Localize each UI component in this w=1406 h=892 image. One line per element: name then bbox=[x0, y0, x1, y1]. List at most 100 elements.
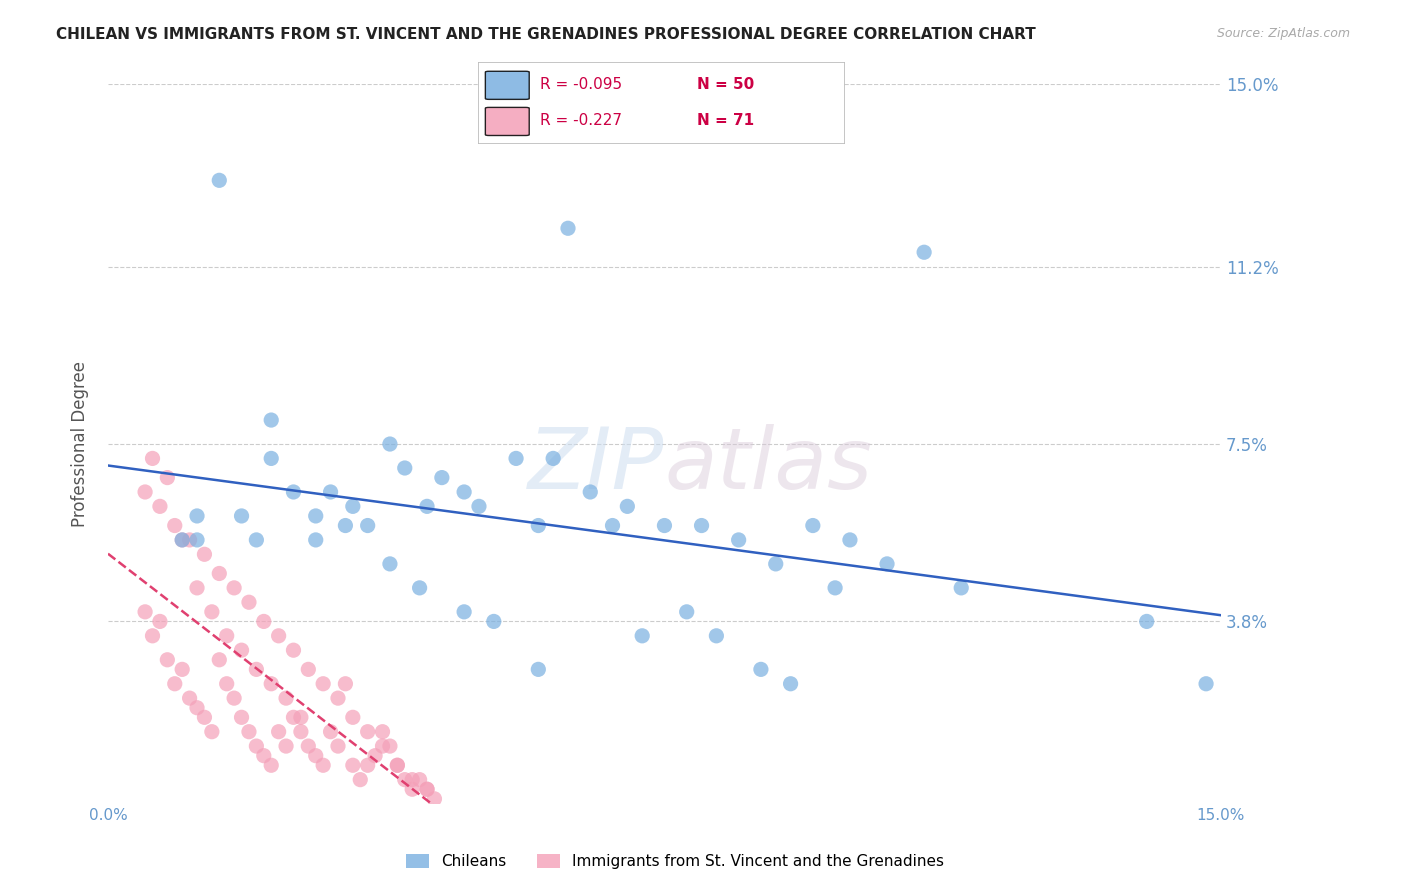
Point bbox=[260, 413, 283, 427]
Point bbox=[208, 173, 231, 187]
Point bbox=[305, 748, 328, 763]
Point bbox=[364, 748, 387, 763]
Text: R = -0.227: R = -0.227 bbox=[540, 112, 623, 128]
Point bbox=[260, 451, 283, 466]
Point bbox=[163, 518, 186, 533]
Point bbox=[172, 533, 194, 547]
Point bbox=[156, 470, 179, 484]
Point bbox=[274, 691, 297, 706]
Point bbox=[201, 724, 224, 739]
Point bbox=[179, 533, 201, 547]
Point bbox=[267, 629, 290, 643]
Point bbox=[416, 782, 439, 797]
Point bbox=[378, 739, 401, 753]
Point bbox=[231, 508, 253, 523]
Point bbox=[186, 533, 208, 547]
Point bbox=[172, 662, 194, 676]
Point bbox=[371, 739, 394, 753]
Legend: Chileans, Immigrants from St. Vincent and the Grenadines: Chileans, Immigrants from St. Vincent an… bbox=[399, 848, 950, 875]
Point bbox=[186, 581, 208, 595]
Point bbox=[779, 677, 801, 691]
Point bbox=[675, 605, 697, 619]
Point bbox=[179, 691, 201, 706]
Point bbox=[238, 595, 260, 609]
Point bbox=[149, 500, 172, 514]
Point bbox=[274, 739, 297, 753]
Point bbox=[215, 629, 238, 643]
FancyBboxPatch shape bbox=[485, 107, 529, 136]
Point bbox=[579, 485, 602, 500]
Point bbox=[342, 500, 364, 514]
Point bbox=[401, 772, 423, 787]
Point bbox=[201, 605, 224, 619]
Point bbox=[505, 451, 527, 466]
Point bbox=[208, 566, 231, 581]
Point bbox=[245, 739, 267, 753]
Point bbox=[283, 485, 305, 500]
Point bbox=[453, 485, 475, 500]
Point bbox=[357, 518, 380, 533]
Point bbox=[824, 581, 846, 595]
Point bbox=[238, 724, 260, 739]
Point bbox=[423, 792, 446, 806]
Point bbox=[527, 518, 550, 533]
Point bbox=[326, 739, 349, 753]
Point bbox=[342, 758, 364, 772]
Point bbox=[283, 710, 305, 724]
Point bbox=[690, 518, 713, 533]
Point bbox=[224, 581, 246, 595]
Text: ZIP: ZIP bbox=[529, 424, 665, 508]
Point bbox=[297, 662, 319, 676]
Point bbox=[357, 758, 380, 772]
Point bbox=[305, 533, 328, 547]
Point bbox=[245, 533, 267, 547]
Point bbox=[312, 677, 335, 691]
Point bbox=[749, 662, 772, 676]
Point bbox=[394, 461, 416, 475]
Point bbox=[468, 500, 491, 514]
Point bbox=[453, 605, 475, 619]
Point bbox=[260, 677, 283, 691]
Point bbox=[283, 643, 305, 657]
Point bbox=[186, 700, 208, 714]
Point bbox=[654, 518, 676, 533]
Point bbox=[401, 782, 423, 797]
Point bbox=[245, 662, 267, 676]
Point bbox=[231, 710, 253, 724]
Point bbox=[706, 629, 728, 643]
Point bbox=[297, 739, 319, 753]
Point bbox=[149, 615, 172, 629]
FancyBboxPatch shape bbox=[485, 71, 529, 99]
Point bbox=[290, 724, 312, 739]
Point bbox=[349, 772, 371, 787]
Point bbox=[602, 518, 624, 533]
Point bbox=[727, 533, 749, 547]
Point bbox=[408, 581, 430, 595]
Point bbox=[527, 662, 550, 676]
Point bbox=[163, 677, 186, 691]
Point bbox=[335, 677, 357, 691]
Text: N = 50: N = 50 bbox=[697, 78, 755, 93]
Text: N = 71: N = 71 bbox=[697, 112, 755, 128]
Point bbox=[408, 772, 430, 787]
Point bbox=[378, 437, 401, 451]
Point bbox=[319, 724, 342, 739]
Point bbox=[1195, 677, 1218, 691]
Point bbox=[394, 772, 416, 787]
Point bbox=[193, 710, 215, 724]
Point bbox=[186, 508, 208, 523]
Point bbox=[156, 653, 179, 667]
Point bbox=[319, 485, 342, 500]
Point bbox=[141, 629, 163, 643]
Point bbox=[312, 758, 335, 772]
Point bbox=[378, 557, 401, 571]
Point bbox=[839, 533, 862, 547]
Point bbox=[326, 691, 349, 706]
Text: CHILEAN VS IMMIGRANTS FROM ST. VINCENT AND THE GRENADINES PROFESSIONAL DEGREE CO: CHILEAN VS IMMIGRANTS FROM ST. VINCENT A… bbox=[56, 27, 1036, 42]
Point bbox=[631, 629, 654, 643]
Point bbox=[557, 221, 579, 235]
Point bbox=[387, 758, 409, 772]
Point bbox=[342, 710, 364, 724]
Point bbox=[801, 518, 824, 533]
Text: atlas: atlas bbox=[665, 424, 873, 508]
